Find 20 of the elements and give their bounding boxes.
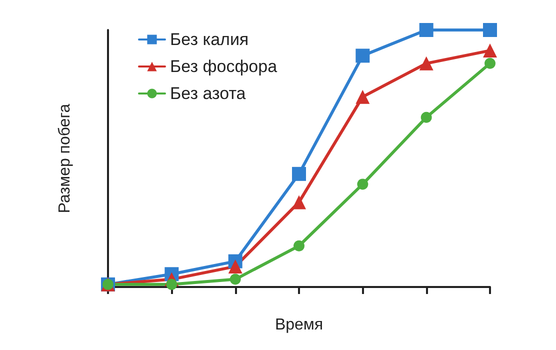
point (484, 58, 496, 69)
legend-label: Без азота (170, 84, 246, 103)
point (483, 23, 497, 37)
point (419, 56, 434, 70)
point (419, 23, 434, 37)
x-axis-title: Время (274, 316, 324, 334)
point (166, 278, 178, 290)
y-axis-title: Размер побега (56, 104, 74, 214)
point (356, 90, 370, 104)
legend-label: Без калия (170, 30, 249, 49)
point (483, 44, 497, 58)
point (356, 48, 370, 63)
point (420, 112, 432, 123)
point (292, 195, 306, 210)
point (357, 178, 368, 190)
point (294, 240, 304, 252)
point (228, 259, 242, 274)
point (230, 274, 241, 285)
point (292, 166, 306, 181)
legend-label: Без фосфора (170, 57, 278, 76)
